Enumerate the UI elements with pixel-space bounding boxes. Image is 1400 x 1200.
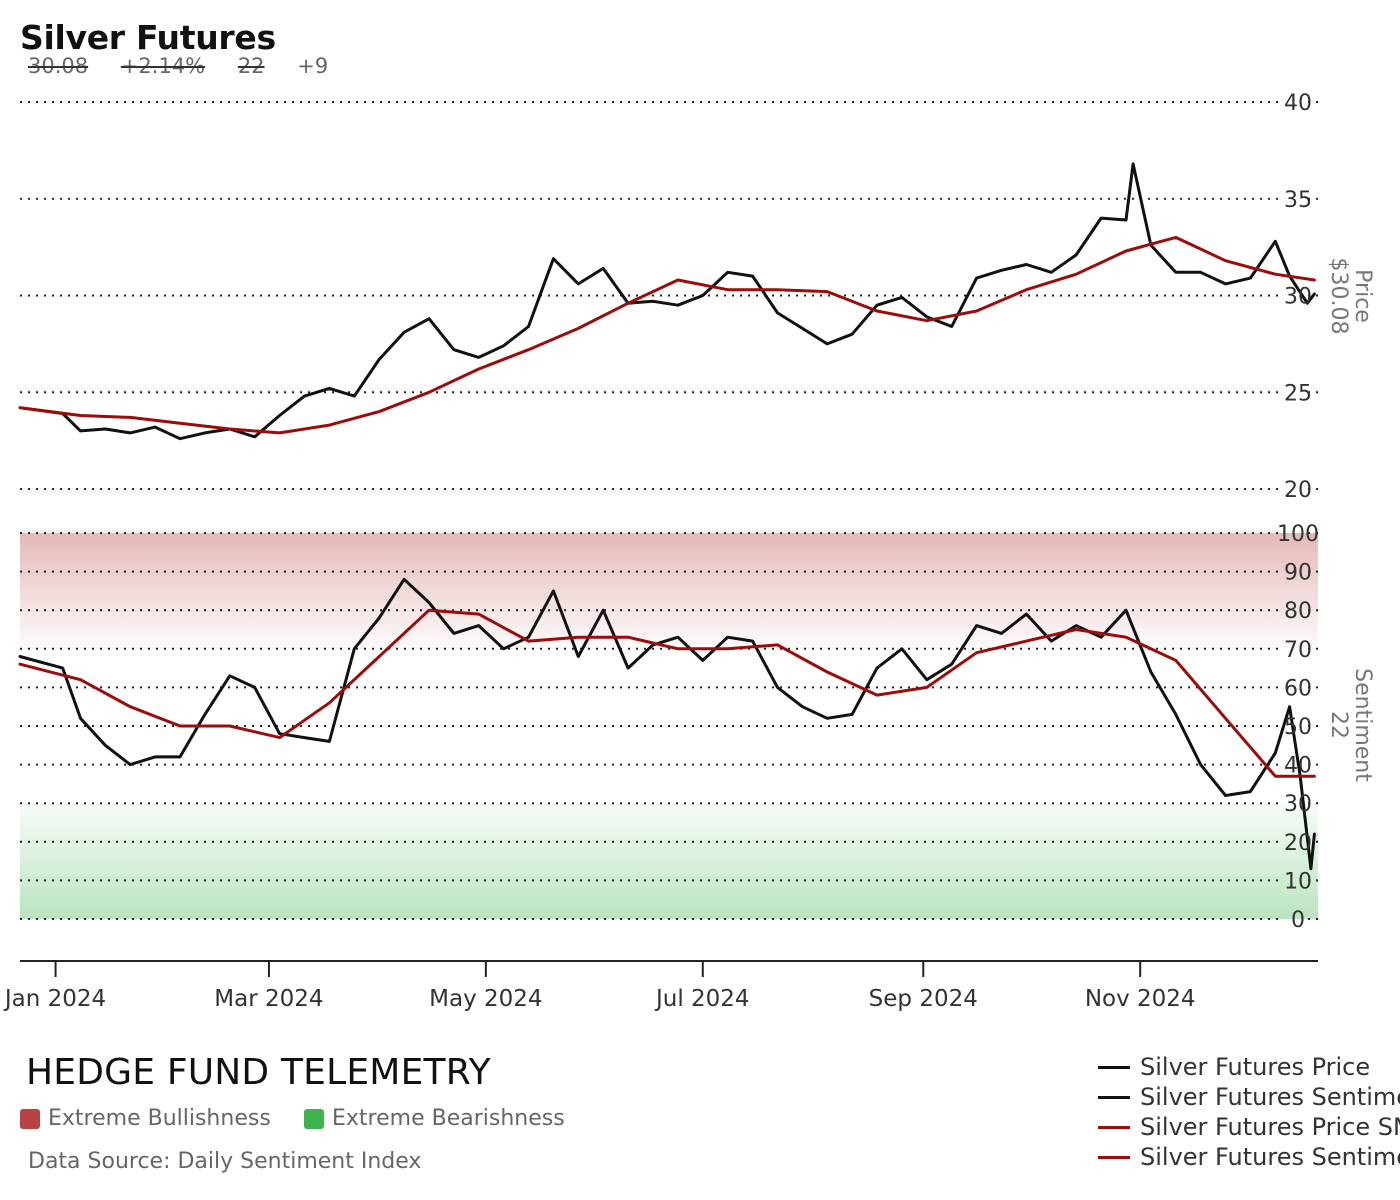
legend-label: Silver Futures Sentiment SMA: [1140, 1143, 1400, 1171]
x-tick-label: May 2024: [429, 986, 542, 1012]
y-tick-label: 70: [1284, 638, 1312, 663]
legend-swatch: [1098, 1125, 1130, 1129]
y-tick-label: 50: [1284, 715, 1312, 740]
legend-swatch: [1098, 1155, 1130, 1159]
bearish-swatch: [304, 1108, 324, 1129]
y-tick-label: 35: [1284, 188, 1312, 213]
price-axis-value: $30.08: [1326, 258, 1351, 335]
x-tick-label: Sep 2024: [869, 986, 978, 1012]
y-tick-label: 20: [1284, 831, 1312, 856]
series-line-silver-futures-price[interactable]: [18, 162, 1316, 441]
y-tick-label: 90: [1284, 561, 1312, 586]
legend-item-sentiment[interactable]: Silver Futures Sentiment: [1098, 1082, 1400, 1112]
price-value: 30.08: [28, 54, 89, 78]
legend-swatch: [1098, 1095, 1130, 1099]
legend-item-price-sma[interactable]: Silver Futures Price SMA: [1098, 1112, 1400, 1142]
y-tick-label: 80: [1284, 599, 1312, 624]
band-extreme-bearishness: [20, 803, 1318, 919]
price-axis-title: Price$30.08: [1326, 258, 1375, 335]
price-change: +2.14%: [120, 54, 206, 78]
band-extreme-bullishness: [20, 533, 1318, 649]
chart-title: Silver Futures: [20, 18, 276, 57]
band-legend-bullish: Extreme Bullishness: [20, 1106, 271, 1131]
x-tick-label: Jan 2024: [3, 986, 106, 1012]
band-legend-bearish: Extreme Bearishness: [304, 1106, 565, 1131]
y-tick-label: 0: [1291, 908, 1305, 933]
legend-label: Silver Futures Sentiment: [1140, 1083, 1400, 1111]
series-lines: [18, 162, 1316, 871]
y-tick-label: 40: [1284, 754, 1312, 779]
y-tick-label: 10: [1284, 869, 1312, 894]
gridlines: [20, 101, 1318, 920]
x-axis: Jan 2024 Mar 2024 May 2024 Jul 2024 Sep 2024…: [3, 960, 1318, 1012]
band-legend-label: Extreme Bearishness: [332, 1106, 565, 1131]
y-tick-label: 40: [1284, 91, 1312, 116]
y-tick-label: 25: [1284, 381, 1312, 406]
data-source: Data Source: Daily Sentiment Index: [28, 1149, 422, 1174]
series-line-silver-futures-price-sma[interactable]: [18, 235, 1316, 435]
header-stats: 30.08 +2.14% 22 +9: [28, 54, 354, 78]
bullish-swatch: [20, 1108, 40, 1129]
y-tick-label: 100: [1277, 522, 1319, 547]
legend-swatch: [1098, 1065, 1130, 1069]
price-axis-label: Price: [1350, 269, 1375, 323]
series-line-silver-futures-sentiment-sma[interactable]: [18, 608, 1316, 778]
chart-legend: Silver Futures Price Silver Futures Sent…: [1098, 1052, 1400, 1172]
sentiment-axis-label: Sentiment: [1350, 668, 1375, 782]
y-tick-label: 20: [1284, 478, 1312, 503]
x-tick-label: Mar 2024: [214, 986, 323, 1012]
sentiment-axis-value: 22: [1326, 711, 1351, 739]
y-tick-labels: 20 25 30 35 40 0 10 20 30 40 50 60 70 80 90 100: [1277, 91, 1319, 933]
legend-label: Silver Futures Price SMA: [1140, 1113, 1400, 1141]
x-tick-label: Nov 2024: [1085, 986, 1196, 1012]
y-tick-label: 30: [1284, 285, 1312, 310]
legend-label: Silver Futures Price: [1140, 1053, 1371, 1081]
legend-item-sentiment-sma[interactable]: Silver Futures Sentiment SMA: [1098, 1142, 1400, 1172]
y-tick-label: 60: [1284, 676, 1312, 701]
band-legend-label: Extreme Bullishness: [48, 1106, 271, 1131]
sentiment-bands: [20, 533, 1318, 919]
y-tick-label: 30: [1284, 792, 1312, 817]
brand-name: HEDGE FUND TELEMETRY: [26, 1052, 491, 1093]
sentiment-value: 22: [237, 54, 265, 78]
chart-canvas: 20 25 30 35 40 0 10 20 30 40 50 60 70 80 90 100 Jan 202…: [3, 91, 1375, 1012]
x-tick-label: Jul 2024: [654, 986, 750, 1012]
legend-item-price[interactable]: Silver Futures Price: [1098, 1052, 1400, 1082]
series-line-silver-futures-sentiment[interactable]: [18, 577, 1316, 871]
sentiment-change: +9: [297, 54, 329, 78]
